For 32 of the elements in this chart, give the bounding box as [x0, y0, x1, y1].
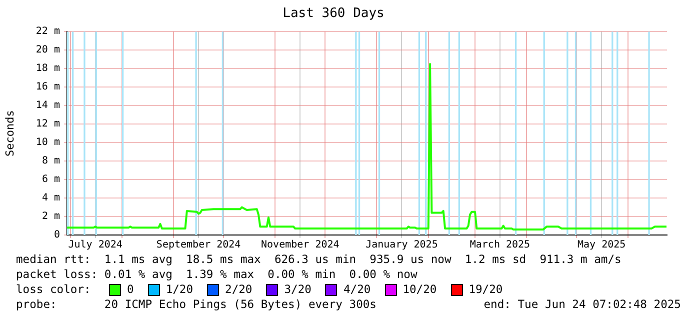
- x-tick-label: November 2024: [261, 240, 340, 251]
- x-tick-label: July 2024: [68, 240, 122, 251]
- text: packet loss: 0.01 % avg 1.39 % max 0.00 % min 0.00 % now: [16, 267, 418, 282]
- legend-title: loss color:: [16, 282, 92, 297]
- y-tick-label: 8 m: [42, 156, 60, 167]
- chart-title: Last 360 Days: [282, 6, 384, 22]
- y-tick-label: 10 m: [36, 137, 60, 148]
- legend-label: 19/20: [468, 282, 503, 297]
- x-tick-label: May 2025: [577, 240, 626, 251]
- y-tick-label: 14 m: [36, 100, 60, 112]
- legend-label: 3/20: [283, 282, 312, 297]
- y-tick-label: 2 m: [42, 211, 60, 222]
- x-tick-label: September 2024: [156, 240, 241, 251]
- y-tick-label: 18 m: [36, 63, 60, 74]
- text: probe: 20 ICMP Echo Pings (56 Bytes) every 300s: [16, 297, 376, 312]
- legend-label: 10/20: [402, 282, 437, 297]
- x-tick-label: March 2025: [470, 240, 530, 251]
- y-tick-label: 12 m: [36, 118, 60, 130]
- y-tick-label: 0: [54, 230, 60, 241]
- x-tick-label: January 2025: [366, 240, 438, 251]
- legend-label: 0: [126, 282, 134, 297]
- legend-label: 4/20: [342, 282, 371, 297]
- y-axis-title: Seconds: [3, 110, 16, 156]
- text: median rtt: 1.1 ms avg 18.5 ms max 626.3 us min 935.9 us now 1.2 ms sd 911.3 m am/s: [16, 252, 622, 267]
- legend-label: 2/20: [224, 282, 252, 297]
- y-tick-label: 22 m: [36, 26, 60, 38]
- y-tick-label: 4 m: [42, 192, 60, 204]
- y-tick-label: 6 m: [42, 174, 60, 186]
- text: end: Tue Jun 24 07:02:48 2025: [484, 297, 681, 312]
- legend-label: 1/20: [164, 282, 194, 297]
- y-tick-label: 16 m: [36, 82, 60, 93]
- y-tick-label: 20 m: [36, 44, 60, 56]
